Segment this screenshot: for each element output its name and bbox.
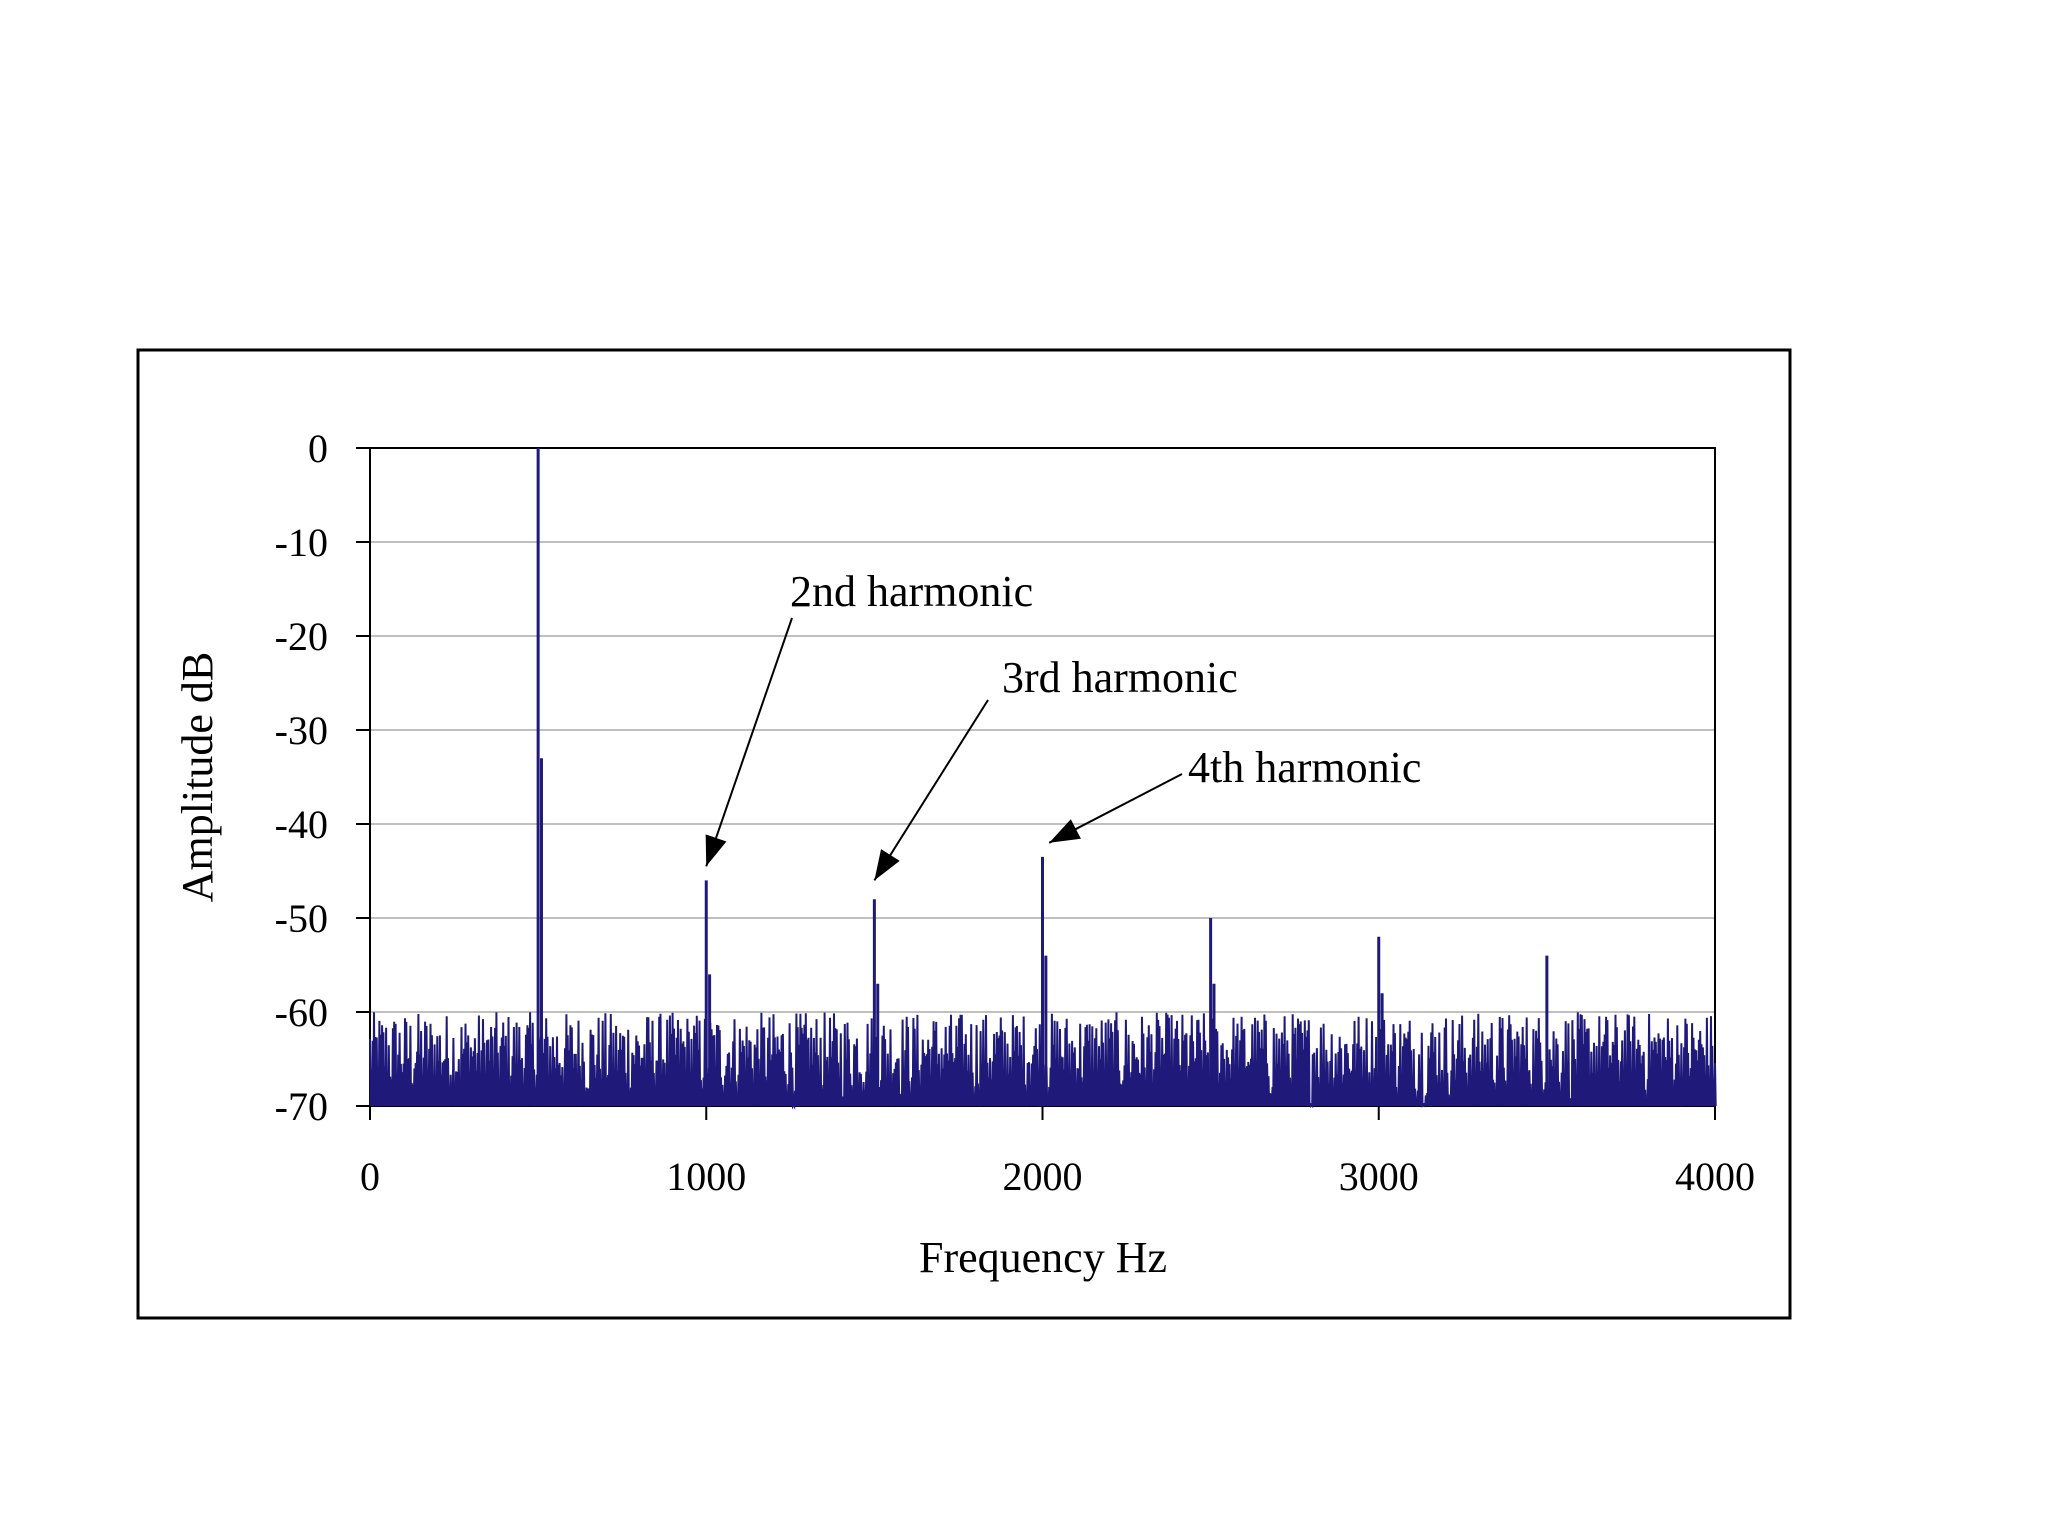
y-tick-label: -40 bbox=[275, 802, 328, 847]
y-tick-label: -10 bbox=[275, 520, 328, 565]
y-tick-label: -20 bbox=[275, 614, 328, 659]
x-axis-title: Frequency Hz bbox=[919, 1233, 1167, 1282]
annotations: 2nd harmonic 3rd harmonic 4th harmonic bbox=[705, 567, 1421, 881]
arrowhead bbox=[874, 849, 900, 881]
x-tick-label: 0 bbox=[360, 1154, 380, 1199]
arrowhead bbox=[1049, 819, 1081, 843]
y-tick-label: -50 bbox=[275, 896, 328, 941]
chart-frame bbox=[136, 348, 1792, 1320]
x-tick-label: 1000 bbox=[666, 1154, 746, 1199]
y-tick-label: -70 bbox=[275, 1084, 328, 1129]
annotation-arrow bbox=[873, 699, 989, 881]
y-tick-label: -60 bbox=[275, 990, 328, 1035]
x-tick-label: 3000 bbox=[1339, 1154, 1419, 1199]
annotation-label: 4th harmonic bbox=[1188, 743, 1421, 792]
spectrum-series bbox=[369, 448, 1717, 1110]
y-axis-title: Amplitude dB bbox=[173, 652, 222, 903]
y-tick-label: -30 bbox=[275, 708, 328, 753]
annotation-label: 2nd harmonic bbox=[790, 567, 1033, 616]
annotation-arrow bbox=[705, 617, 793, 867]
x-tick-label: 2000 bbox=[1003, 1154, 1083, 1199]
axes: 0 -10 -20 -30 -40 -50 -60 -70 0 1000 2000 3000 4000 bbox=[275, 426, 1755, 1199]
y-tick-label: 0 bbox=[308, 426, 328, 471]
arrowhead bbox=[705, 834, 727, 867]
x-tick-label: 4000 bbox=[1675, 1154, 1755, 1199]
annotation-label: 3rd harmonic bbox=[1002, 653, 1238, 702]
